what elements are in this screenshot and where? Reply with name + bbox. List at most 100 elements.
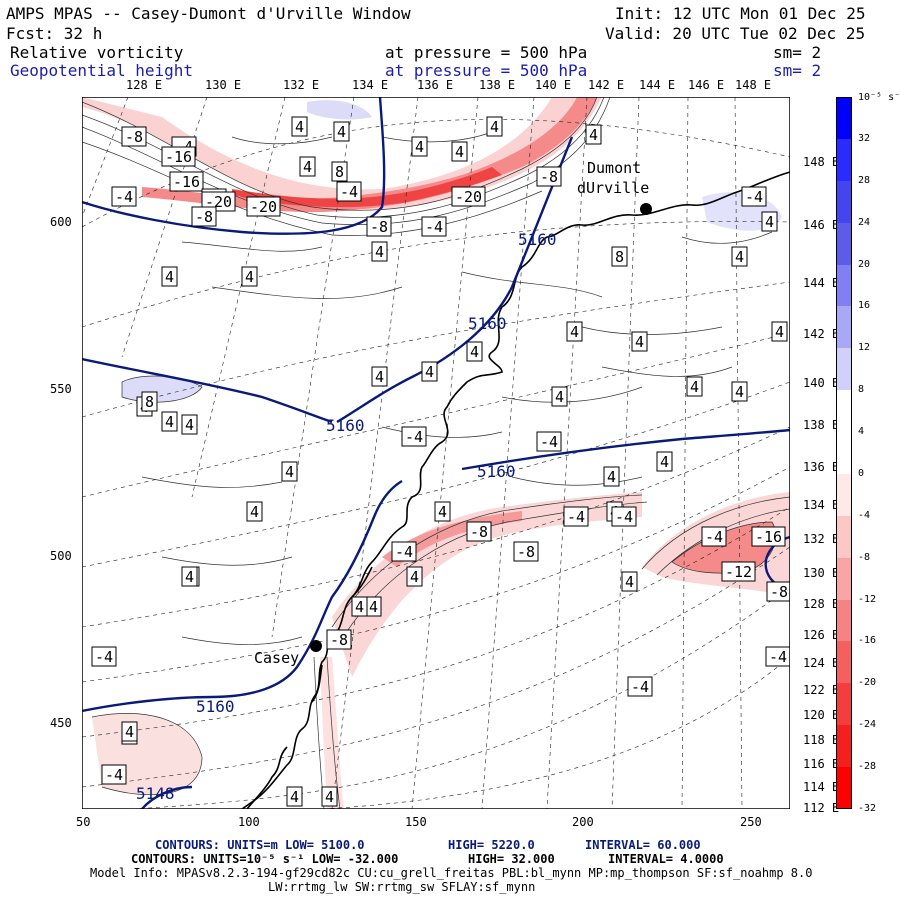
svg-text:-4: -4 — [395, 543, 413, 561]
vorticity-label: 4 — [771, 321, 788, 342]
vorticity-label: -4 — [336, 181, 362, 202]
colorbar-cell — [836, 306, 852, 349]
vorticity-label: 8 — [611, 246, 628, 267]
vorticity-label: -4 — [91, 646, 117, 667]
height-contour-5160-mid — [336, 136, 574, 424]
vorticity-label: 4 — [656, 451, 673, 472]
colorbar-cell — [836, 180, 852, 224]
vorticity-label: 4 — [181, 566, 198, 587]
right-lon-label: 132 E — [803, 532, 840, 546]
vorticity-label: -16 — [169, 171, 204, 192]
vorticity-label: 4 — [181, 414, 198, 435]
svg-text:-8: -8 — [195, 208, 213, 226]
svg-text:-4: -4 — [425, 218, 443, 236]
svg-text:4: 4 — [735, 248, 744, 266]
colorbar-tick-label: 28 — [858, 174, 871, 186]
vorticity-label: 4 — [371, 241, 388, 262]
svg-text:-8: -8 — [125, 128, 143, 146]
svg-text:4: 4 — [415, 138, 424, 156]
height-label: 5160 — [477, 462, 516, 481]
height-contour-5160-north — [82, 97, 386, 235]
vorticity-label: -4 — [701, 526, 727, 547]
svg-text:4: 4 — [455, 143, 464, 161]
colorbar-cell — [836, 97, 852, 140]
height-label: 5160 — [326, 416, 365, 435]
vorticity-label: -20 — [201, 191, 236, 212]
vorticity-label: -4 — [111, 186, 137, 207]
svg-text:-4: -4 — [340, 183, 358, 201]
vorticity-label: -8 — [326, 629, 352, 650]
svg-text:4: 4 — [690, 378, 699, 396]
top-lon-label: 138 E — [479, 78, 516, 92]
coastline — [241, 171, 790, 809]
svg-text:4: 4 — [765, 213, 774, 231]
vorticity-label: -4 — [391, 541, 417, 562]
right-lon-label: 122 E — [803, 683, 840, 697]
top-lon-label: 140 E — [535, 78, 572, 92]
vorticity-label: -8 — [766, 581, 790, 602]
vorticity-label: -8 — [191, 206, 217, 227]
vorticity-label: 4 — [731, 381, 748, 402]
map-plot: 5160 5160 5160 5160 5160 5148 Casey Dumo… — [82, 97, 790, 809]
svg-text:-12: -12 — [725, 563, 752, 581]
colorbar-cell — [836, 138, 852, 182]
casey-label: Casey — [254, 649, 299, 667]
right-lon-label: 130 E — [803, 566, 840, 580]
vorticity-label: 4 — [241, 266, 258, 287]
colorbar-cell — [836, 473, 852, 517]
right-lon-label: 148 E — [803, 155, 840, 169]
valid-time: Valid: 20 UTC Tue 02 Dec 25 — [605, 24, 866, 43]
svg-text:4: 4 — [355, 598, 364, 616]
vorticity-label: 4 — [286, 786, 303, 807]
vorticity-label: -4 — [627, 676, 653, 697]
colorbar-cell — [836, 264, 852, 307]
x-tick-label: 150 — [405, 815, 427, 829]
lat-lon-grid — [82, 97, 790, 809]
dumont-label: Dumont — [587, 159, 641, 177]
svg-text:4: 4 — [185, 416, 194, 434]
vorticity-label: 4 — [621, 571, 638, 592]
vorticity-label: 4 — [406, 566, 423, 587]
model-info-2: LW:rrtmg_lw SW:rrtmg_sw SFLAY:sf_mynn — [268, 880, 536, 894]
svg-text:-4: -4 — [705, 528, 723, 546]
right-lon-label: 112 E — [803, 801, 840, 815]
colorbar-tick-label: 4 — [858, 426, 865, 438]
colorbar-cell — [836, 683, 852, 726]
colorbar-tick-label: 8 — [858, 384, 865, 396]
colorbar-tick-label: 12 — [858, 342, 871, 354]
vorticity-label: 4 — [466, 341, 483, 362]
colorbar-cell — [836, 725, 852, 768]
vorticity-label: 4 — [161, 266, 178, 287]
svg-text:4: 4 — [775, 323, 784, 341]
colorbar-cell — [836, 641, 852, 684]
vort-contour-info: CONTOURS: UNITS=10⁻⁵ s⁻¹ LOW= -32.000 — [131, 852, 399, 866]
vorticity-label: 4 — [246, 501, 263, 522]
top-lon-label: 132 E — [283, 78, 320, 92]
svg-text:4: 4 — [285, 463, 294, 481]
vorticity-label: 4 — [585, 124, 602, 145]
svg-text:4: 4 — [295, 118, 304, 136]
colorbar-tick-label: -12 — [858, 593, 877, 605]
vorticity-label: 8 — [141, 391, 158, 412]
y-tick-label: 500 — [50, 549, 72, 563]
height-labels: 5160 5160 5160 5160 5160 5148 — [136, 230, 557, 803]
svg-text:-4: -4 — [745, 188, 763, 206]
vorticity-label: 4 — [321, 786, 338, 807]
top-lon-label: 144 E — [639, 78, 676, 92]
top-lon-label: 148 E — [735, 78, 772, 92]
svg-text:4: 4 — [438, 503, 447, 521]
colorbar-cell — [836, 557, 852, 601]
vorticity-label: 4 — [351, 596, 368, 617]
svg-text:4: 4 — [735, 383, 744, 401]
colorbar-tick-label: 32 — [858, 132, 871, 144]
vorticity-label: -8 — [513, 541, 539, 562]
right-lon-label: 144 E — [803, 276, 840, 290]
svg-text:4: 4 — [250, 503, 259, 521]
svg-text:4: 4 — [555, 388, 564, 406]
vorticity-label: -8 — [536, 166, 562, 187]
dumont-durville-station-marker — [640, 203, 652, 215]
height-contour-interval: INTERVAL= 60.000 — [585, 838, 701, 852]
right-lon-label: 126 E — [803, 628, 840, 642]
svg-text:4: 4 — [607, 468, 616, 486]
colorbar-cell — [836, 432, 852, 475]
